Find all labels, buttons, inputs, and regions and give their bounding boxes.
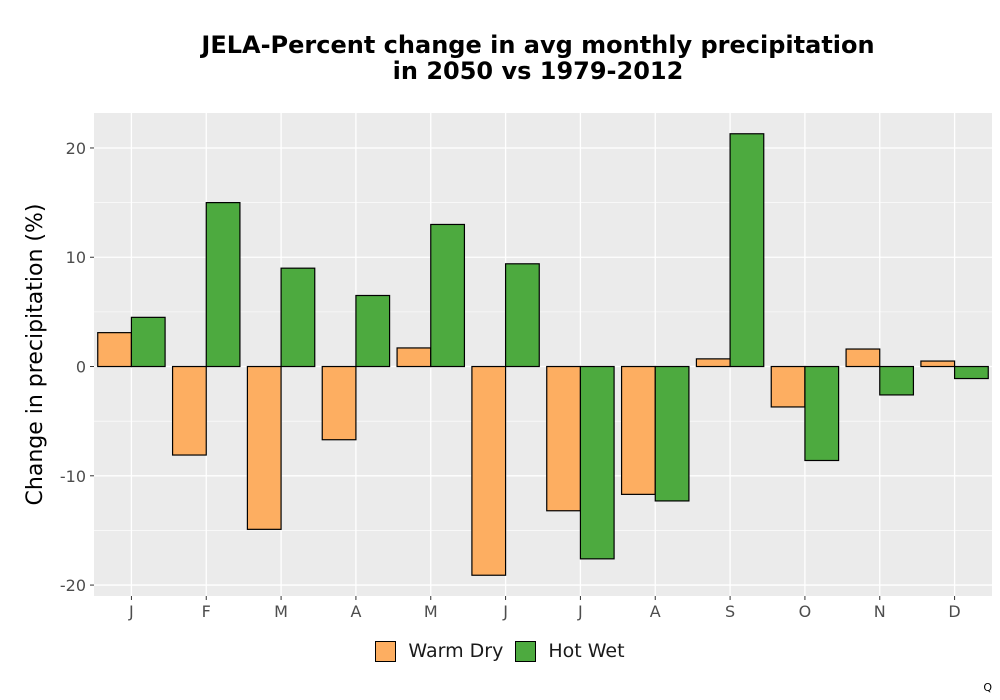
bar-hot-wet-4 — [355, 294, 391, 368]
bar-warm-dry-1 — [97, 332, 133, 368]
x-tick-label: J — [502, 602, 508, 621]
bar-hot-wet-2 — [205, 202, 241, 368]
legend-swatch-warm-dry — [375, 640, 397, 662]
bar-warm-dry-3 — [246, 365, 282, 530]
bars — [97, 133, 989, 576]
legend-label-hot-wet: Hot Wet — [548, 640, 625, 662]
bar-hot-wet-5 — [430, 223, 466, 368]
x-tick-label: J — [577, 602, 583, 621]
legend-item-hot-wet: Hot Wet — [515, 640, 625, 662]
bar-hot-wet-9 — [729, 133, 765, 368]
x-tick-label: A — [350, 602, 361, 621]
bar-warm-dry-9 — [695, 358, 731, 368]
legend-swatch-hot-wet — [515, 640, 537, 662]
x-tick-label: A — [650, 602, 661, 621]
y-tick-label: -10 — [60, 467, 86, 486]
y-tick-label: 10 — [66, 248, 86, 267]
bar-warm-dry-11 — [845, 348, 881, 368]
bar-hot-wet-11 — [879, 365, 915, 396]
bar-warm-dry-8 — [620, 365, 656, 495]
x-tick-label: O — [799, 602, 812, 621]
y-tick-label: -20 — [60, 576, 86, 595]
bar-warm-dry-2 — [171, 365, 207, 456]
axes: -20 -10 0 10 20 J F M A M J J A S O N D — [60, 139, 961, 621]
y-tick-label: 20 — [66, 139, 86, 158]
grid-lines — [94, 113, 992, 596]
x-tick-label: M — [274, 602, 288, 621]
legend: Warm Dry Hot Wet — [0, 640, 1000, 662]
bar-warm-dry-7 — [546, 365, 582, 512]
bar-hot-wet-3 — [280, 267, 316, 368]
bar-warm-dry-12 — [920, 360, 956, 368]
chart-title-line-2: in 2050 vs 1979-2012 — [392, 57, 684, 85]
x-tick-label: D — [948, 602, 960, 621]
bar-warm-dry-6 — [471, 365, 507, 576]
bar-hot-wet-1 — [130, 316, 166, 368]
bar-hot-wet-12 — [953, 365, 989, 380]
bar-hot-wet-7 — [579, 365, 615, 560]
bar-warm-dry-5 — [396, 347, 432, 368]
bar-warm-dry-4 — [321, 365, 357, 441]
footnote-mark: Q — [983, 681, 992, 694]
x-tick-label: N — [874, 602, 886, 621]
x-tick-label: F — [202, 602, 211, 621]
legend-item-warm-dry: Warm Dry — [375, 640, 503, 662]
chart-title-line-1: JELA-Percent change in avg monthly preci… — [201, 31, 875, 59]
y-tick-label: 0 — [76, 358, 86, 377]
plot-panel — [94, 113, 992, 596]
bar-warm-dry-10 — [770, 365, 806, 408]
chart-title: JELA-Percent change in avg monthly preci… — [93, 32, 983, 84]
bar-hot-wet-10 — [804, 365, 840, 462]
bar-hot-wet-6 — [504, 263, 540, 368]
x-tick-label: M — [424, 602, 438, 621]
bar-hot-wet-8 — [654, 365, 690, 502]
x-tick-label: S — [725, 602, 735, 621]
x-tick-label: J — [128, 602, 134, 621]
y-axis-label: Change in precipitation (%) — [23, 204, 48, 506]
legend-label-warm-dry: Warm Dry — [408, 640, 504, 662]
